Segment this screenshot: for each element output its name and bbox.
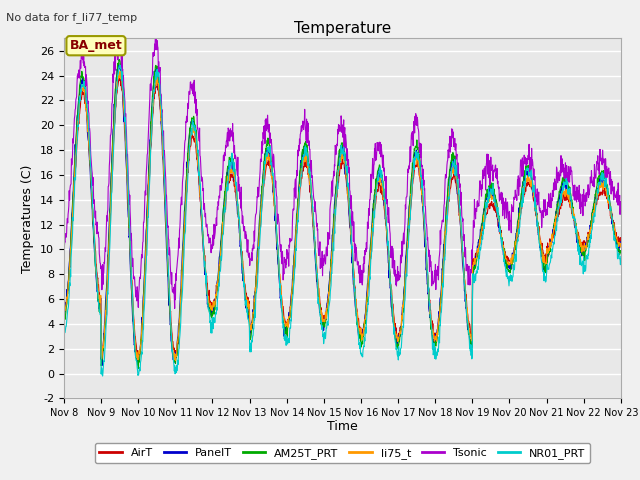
PanelT — [297, 166, 305, 172]
Tsonic — [171, 306, 179, 312]
NR01_PRT — [60, 316, 68, 322]
AirT — [308, 214, 316, 220]
NR01_PRT — [617, 253, 625, 259]
AirT — [297, 179, 305, 184]
Tsonic — [617, 204, 625, 210]
PanelT — [127, 268, 134, 274]
AM25T_PRT — [378, 173, 385, 179]
PanelT — [104, 259, 111, 265]
NR01_PRT — [116, 62, 124, 68]
Line: AM25T_PRT: AM25T_PRT — [64, 60, 621, 369]
AirT — [378, 185, 385, 191]
NR01_PRT — [104, 289, 111, 295]
PanelT — [308, 212, 316, 217]
AM25T_PRT — [297, 161, 305, 167]
Tsonic — [319, 273, 326, 279]
PanelT — [60, 315, 68, 321]
PanelT — [617, 239, 625, 245]
AM25T_PRT — [60, 316, 68, 322]
Tsonic — [308, 178, 316, 184]
AM25T_PRT — [115, 57, 123, 62]
AirT — [115, 74, 123, 80]
NR01_PRT — [297, 174, 305, 180]
Title: Temperature: Temperature — [294, 21, 391, 36]
AirT — [319, 317, 326, 323]
Line: Tsonic: Tsonic — [64, 33, 621, 309]
NR01_PRT — [378, 168, 385, 173]
AirT — [60, 309, 68, 315]
PanelT — [319, 320, 326, 326]
Tsonic — [126, 192, 134, 198]
PanelT — [115, 60, 122, 66]
Tsonic — [152, 30, 159, 36]
Legend: AirT, PanelT, AM25T_PRT, li75_t, Tsonic, NR01_PRT: AirT, PanelT, AM25T_PRT, li75_t, Tsonic,… — [95, 443, 590, 463]
AM25T_PRT — [126, 244, 134, 250]
AirT — [127, 252, 134, 257]
NR01_PRT — [308, 204, 316, 210]
AM25T_PRT — [617, 250, 625, 256]
Tsonic — [378, 147, 385, 153]
li75_t — [103, 286, 111, 292]
AM25T_PRT — [308, 207, 316, 213]
Line: AirT: AirT — [64, 77, 621, 359]
AM25T_PRT — [319, 323, 326, 329]
li75_t — [297, 171, 305, 177]
Y-axis label: Temperatures (C): Temperatures (C) — [22, 164, 35, 273]
PanelT — [378, 181, 385, 187]
AM25T_PRT — [103, 281, 111, 287]
AirT — [617, 235, 625, 241]
Line: li75_t: li75_t — [64, 71, 621, 360]
Tsonic — [103, 218, 111, 224]
NR01_PRT — [99, 373, 106, 379]
li75_t — [617, 241, 625, 247]
li75_t — [60, 313, 68, 319]
li75_t — [172, 358, 179, 363]
li75_t — [116, 68, 124, 74]
li75_t — [308, 210, 316, 216]
NR01_PRT — [319, 324, 326, 330]
Tsonic — [297, 127, 305, 132]
AirT — [97, 356, 105, 362]
PanelT — [99, 362, 106, 368]
li75_t — [126, 246, 134, 252]
Text: No data for f_li77_temp: No data for f_li77_temp — [6, 12, 138, 23]
Line: NR01_PRT: NR01_PRT — [64, 65, 621, 376]
AM25T_PRT — [134, 366, 142, 372]
Tsonic — [60, 243, 68, 249]
Text: BA_met: BA_met — [70, 39, 122, 52]
NR01_PRT — [127, 250, 134, 255]
li75_t — [378, 181, 385, 187]
X-axis label: Time: Time — [327, 420, 358, 432]
Line: PanelT: PanelT — [64, 63, 621, 365]
AirT — [104, 280, 111, 286]
li75_t — [319, 313, 326, 319]
